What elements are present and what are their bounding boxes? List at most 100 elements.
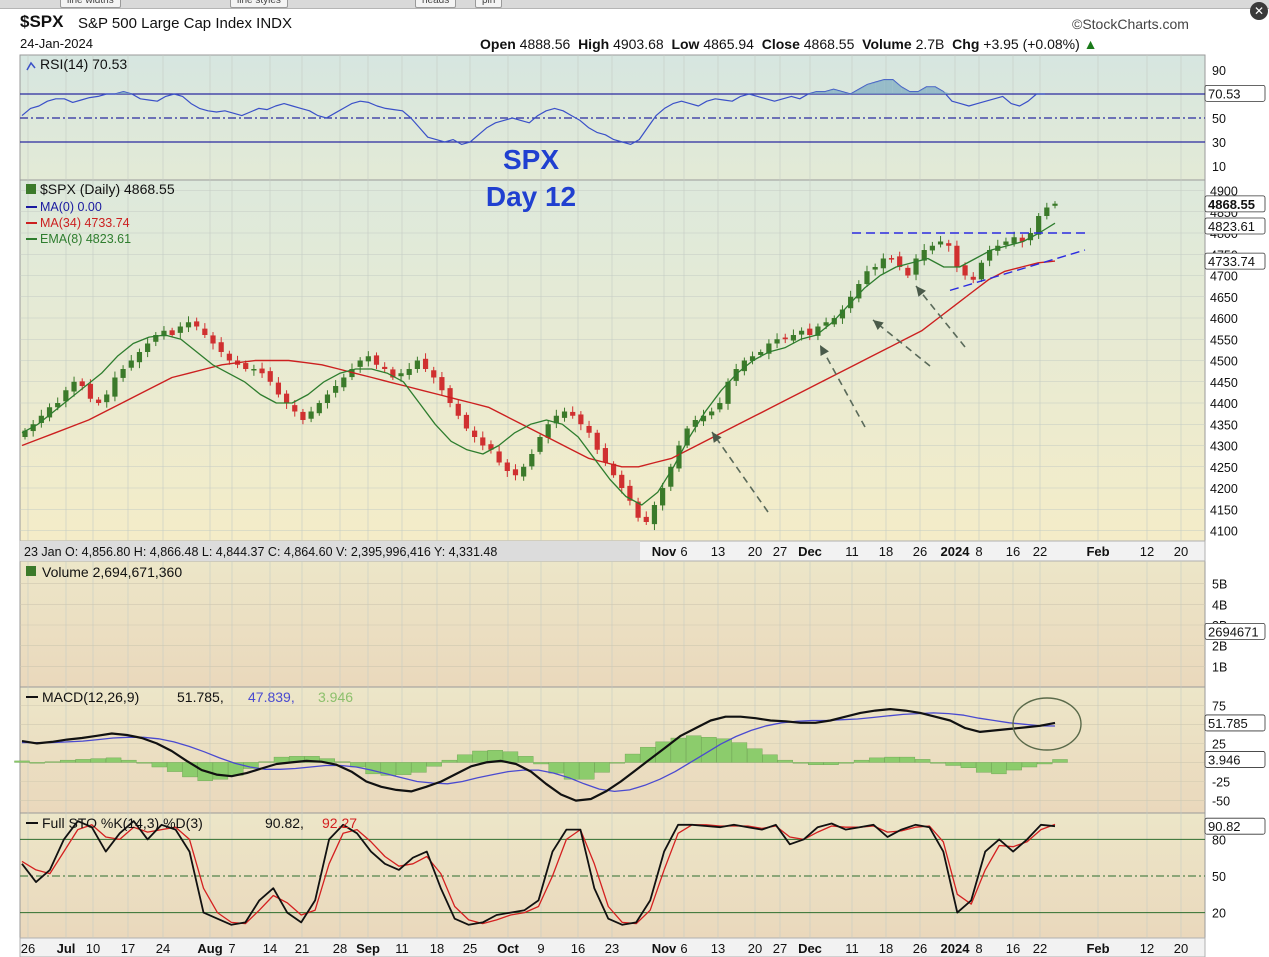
price-candle — [872, 267, 878, 270]
macd-histogram-bar — [29, 762, 45, 764]
x-tick-top: 26 — [913, 544, 927, 559]
trend-arrow-line — [872, 319, 931, 367]
y-tick-sto: 20 — [1212, 907, 1226, 921]
price-candle — [913, 258, 919, 275]
x-tick-top: 18 — [879, 544, 893, 559]
price-candle — [104, 394, 110, 403]
up-arrow-icon: ▲ — [1083, 36, 1098, 52]
rsi-legend-icon — [26, 61, 36, 71]
price-candle — [316, 403, 322, 414]
price-candle — [259, 368, 265, 374]
tab-line-widths[interactable]: line widths — [60, 0, 121, 8]
y-tick-price: 4200 — [1210, 482, 1238, 496]
ma34-value-tag: 4733.74 — [1208, 254, 1255, 269]
price-candle — [496, 451, 502, 463]
y-tick-price: 4450 — [1210, 376, 1238, 390]
macd-histogram-bar — [472, 750, 488, 763]
price-candle — [1027, 233, 1034, 241]
price-candle — [823, 322, 829, 326]
x-tick-top: Dec — [798, 544, 822, 559]
y-tick-price: 4600 — [1210, 312, 1238, 326]
price-candle — [586, 425, 592, 433]
y-tick-price: 4700 — [1210, 270, 1238, 284]
price-candle — [357, 360, 363, 367]
price-candle — [929, 245, 935, 251]
trend-arrow-head-icon — [916, 286, 926, 297]
macd-histogram-bar — [121, 759, 137, 763]
macd-histogram-bar — [60, 759, 76, 763]
price-candle — [627, 485, 633, 501]
price-candle — [880, 258, 886, 269]
macd-histogram-bar — [579, 762, 595, 780]
y-tick-price: 4100 — [1210, 525, 1238, 539]
close-icon[interactable]: ✕ — [1250, 2, 1268, 20]
rsi-overbought-fill — [918, 86, 927, 94]
macd-histogram-bar — [182, 762, 198, 778]
macd-histogram-bar — [960, 762, 977, 768]
x-tick-bottom: 27 — [773, 941, 787, 956]
x-tick-top: 6 — [680, 544, 687, 559]
rsi-value-tag-bg — [1204, 84, 1266, 102]
price-candle — [112, 377, 118, 397]
trend-arrow-head-icon — [873, 320, 884, 330]
annotation-line2: Day 12 — [486, 181, 576, 212]
rsi-overbought-fill — [123, 91, 132, 94]
low-label: Low — [671, 36, 700, 52]
tab-line-styles[interactable]: line styles — [230, 0, 288, 8]
price-candle — [308, 411, 314, 419]
price-candle — [169, 330, 175, 335]
price-candle — [864, 271, 870, 284]
macd-histogram-bar — [518, 756, 534, 763]
sto-d-legend-value: 92.27 — [322, 815, 357, 831]
macd-hist-legend-value: 3.946 — [318, 689, 353, 705]
price-candle — [136, 352, 143, 363]
ma0-legend: MA(0) 0.00 — [40, 200, 102, 214]
price-candle — [46, 407, 53, 418]
macd-histogram-bar — [853, 759, 870, 763]
price-candle — [545, 424, 551, 438]
macd-histogram-bar — [975, 762, 992, 773]
rsi-legend: RSI(14) 70.53 — [40, 56, 127, 72]
price-candle — [602, 448, 608, 463]
price-candle — [422, 358, 429, 369]
rsi-overbought-fill — [875, 79, 885, 94]
ma34-legend: MA(34) 4733.74 — [40, 216, 130, 230]
x-tick-bottom: 2024 — [941, 941, 971, 956]
price-candle — [741, 360, 747, 372]
price-candle — [95, 399, 102, 403]
rsi-value-tag: 70.53 — [1208, 86, 1241, 101]
sto-legend-title: Full STO %K(14,3) %D(3) — [42, 815, 203, 831]
macd-histogram-bar — [731, 742, 748, 763]
macd-histogram-bar — [14, 760, 30, 763]
x-tick-bottom: 11 — [395, 941, 409, 956]
y-tick-price: 4400 — [1210, 397, 1238, 411]
chart-date: 24-Jan-2024 — [20, 36, 93, 51]
price-candle — [561, 411, 568, 418]
price-candle — [488, 444, 494, 450]
close-value: 4868.55 — [803, 36, 855, 52]
x-tick-bottom: 20 — [748, 941, 762, 956]
ohlc-readout: Open 4888.56 High 4903.68 Low 4865.94 Cl… — [480, 36, 1098, 52]
price-candle — [897, 256, 903, 267]
x-tick-top: 27 — [773, 544, 787, 559]
rsi-overbought-fill — [842, 91, 851, 94]
y-tick-volume: 1B — [1212, 660, 1227, 674]
macd-histogram-bar — [395, 762, 412, 775]
macd-histogram-bar — [792, 762, 809, 764]
volume-legend: Volume 2,694,671,360 — [42, 564, 182, 580]
x-tick-bottom: 28 — [333, 941, 347, 956]
brand-logo[interactable]: ©StockCharts.com — [1072, 16, 1189, 32]
x-tick-bottom: 26 — [913, 941, 927, 956]
rsi-overbought-fill — [867, 82, 876, 94]
tab-heads[interactable]: heads — [415, 0, 457, 8]
macd-histogram-bar — [624, 753, 641, 763]
macd-highlight-circle — [1012, 697, 1082, 751]
trend-arrow-head-icon — [712, 432, 722, 443]
price-candle — [447, 388, 453, 403]
macd-histogram-bar — [136, 762, 152, 764]
rsi-overbought-fill — [859, 84, 868, 94]
price-candle — [954, 245, 960, 267]
macd-hist-value-tag: 3.946 — [1208, 752, 1241, 767]
tab-pin[interactable]: pin — [475, 0, 503, 8]
